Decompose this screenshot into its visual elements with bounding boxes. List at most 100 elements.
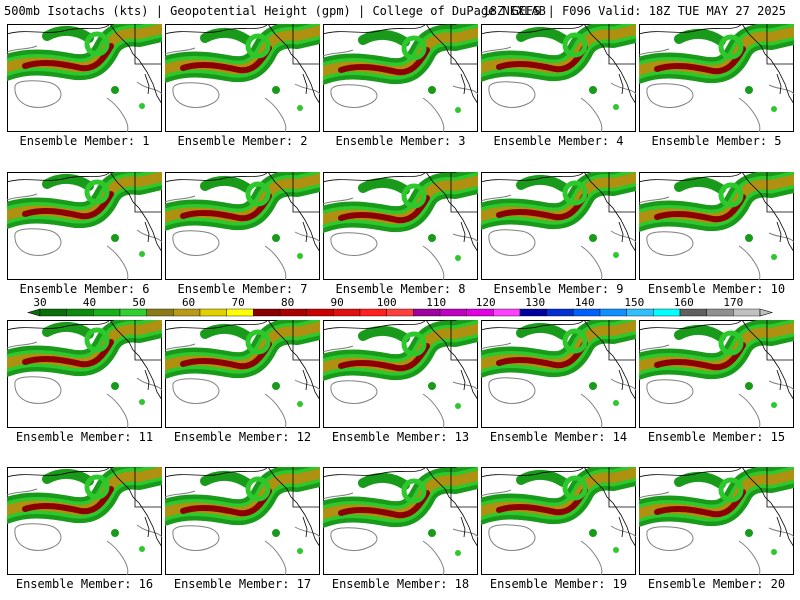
colorbar-tick-label: 60: [182, 296, 195, 309]
isotach-bands: [7, 172, 162, 257]
ensemble-member-label: Ensemble Member: 12: [173, 430, 312, 444]
colorbar-swatch: [306, 308, 334, 317]
colorbar-tick-label: 50: [132, 296, 145, 309]
jet-stream-map: [323, 467, 478, 575]
coastlines: [481, 320, 636, 401]
isotach-bands: [323, 467, 478, 556]
isotach-bands: [165, 320, 320, 407]
isotach-bands: [639, 172, 794, 260]
jet-stream-map: [7, 172, 162, 280]
coastlines: [323, 172, 478, 253]
coastlines: [323, 467, 478, 548]
height-contours: [639, 491, 794, 575]
colorbar-swatch: [93, 308, 121, 317]
colorbar-tick-label: 70: [231, 296, 244, 309]
ensemble-panel: Ensemble Member: 16: [7, 467, 162, 591]
ensemble-panel: Ensemble Member: 13: [323, 320, 478, 444]
coastlines: [639, 467, 794, 548]
ensemble-panel: Ensemble Member: 20: [639, 467, 794, 591]
ensemble-member-label: Ensemble Member: 5: [651, 134, 782, 148]
ensemble-panel: Ensemble Member: 2: [165, 24, 320, 148]
colorbar-swatch: [519, 308, 547, 317]
colorbar-swatch: [733, 308, 761, 317]
ensemble-panel: Ensemble Member: 18: [323, 467, 478, 591]
jet-stream-map: [323, 24, 478, 132]
jet-stream-map: [165, 24, 320, 132]
ensemble-member-label: Ensemble Member: 10: [647, 282, 786, 296]
ensemble-member-label: Ensemble Member: 15: [647, 430, 786, 444]
colorbar-swatch: [653, 308, 681, 317]
colorbar-tick-label: 30: [33, 296, 46, 309]
ensemble-panel: Ensemble Member: 12: [165, 320, 320, 444]
height-contours: [165, 490, 320, 575]
colorbar-swatch: [279, 308, 307, 317]
coastlines: [165, 320, 320, 401]
jet-stream-map: [639, 172, 794, 280]
ensemble-panel: Ensemble Member: 17: [165, 467, 320, 591]
height-contours: [165, 195, 320, 280]
ensemble-member-label: Ensemble Member: 20: [647, 577, 786, 591]
height-contours: [165, 343, 320, 428]
colorbar-swatch: [253, 308, 281, 317]
colorbar-tick-label: 130: [525, 296, 545, 309]
colorbar-tick-label: 40: [83, 296, 96, 309]
jet-stream-map: [639, 320, 794, 428]
jet-stream-map: [481, 320, 636, 428]
jet-stream-map: [165, 467, 320, 575]
height-contours: [7, 193, 162, 280]
ensemble-member-label: Ensemble Member: 16: [15, 577, 154, 591]
height-contours: [323, 345, 478, 428]
ensemble-member-label: Ensemble Member: 17: [173, 577, 312, 591]
jet-stream-map: [481, 24, 636, 132]
ensemble-member-label: Ensemble Member: 11: [15, 430, 154, 444]
ensemble-panel: Ensemble Member: 14: [481, 320, 636, 444]
height-contours: [7, 45, 162, 132]
isotach-bands: [323, 172, 478, 261]
colorbar-swatch: [386, 308, 414, 317]
colorbar-swatch: [706, 308, 734, 317]
header: 500mb Isotachs (kts) | Geopotential Heig…: [4, 4, 796, 22]
isotach-bands: [639, 467, 794, 555]
ensemble-member-label: Ensemble Member: 19: [489, 577, 628, 591]
colorbar-swatch: [599, 308, 627, 317]
height-contours: [323, 49, 478, 132]
ensemble-panel: Ensemble Member: 1: [7, 24, 162, 148]
colorbar-tick-label: 110: [426, 296, 446, 309]
colorbar-tick-label: 80: [281, 296, 294, 309]
height-contours: [323, 492, 478, 575]
coastlines: [639, 320, 794, 401]
isotach-bands: [481, 24, 636, 110]
isotach-bands: [481, 467, 636, 553]
ensemble-panel: Ensemble Member: 15: [639, 320, 794, 444]
colorbar-swatch: [226, 308, 254, 317]
colorbar-tick-label: 150: [624, 296, 644, 309]
ensemble-panel: Ensemble Member: 9: [481, 172, 636, 296]
colorbar-tick-label: 90: [331, 296, 344, 309]
isotach-bands: [481, 320, 636, 406]
ensemble-member-label: Ensemble Member: 4: [493, 134, 624, 148]
colorbar-tick-label: 170: [723, 296, 743, 309]
jet-stream-map: [323, 320, 478, 428]
coastlines: [481, 24, 636, 105]
jet-stream-map: [639, 24, 794, 132]
colorbar-graphic: 30 40 50 60 70 80 90 100 110 120 130 140 150 160 170: [26, 296, 774, 317]
ensemble-panel: Ensemble Member: 8: [323, 172, 478, 296]
ensemble-panel: Ensemble Member: 7: [165, 172, 320, 296]
colorbar-swatch: [546, 308, 574, 317]
coastlines: [323, 320, 478, 401]
ensemble-member-label: Ensemble Member: 8: [335, 282, 466, 296]
height-contours: [481, 342, 636, 428]
coastlines: [7, 320, 162, 401]
run-info: 18Z GEFS | F096 Valid: 18Z TUE MAY 27 20…: [482, 4, 786, 18]
jet-stream-map: [481, 467, 636, 575]
colorbar-swatch: [333, 308, 361, 317]
jet-stream-map: [7, 24, 162, 132]
ensemble-member-label: Ensemble Member: 6: [19, 282, 150, 296]
ensemble-member-label: Ensemble Member: 14: [489, 430, 628, 444]
isotach-bands: [7, 320, 162, 405]
isotach-bands: [639, 24, 794, 112]
colorbar-swatch: [359, 308, 387, 317]
ensemble-panel: Ensemble Member: 10: [639, 172, 794, 296]
colorbar-swatch: [173, 308, 201, 317]
height-contours: [639, 48, 794, 132]
